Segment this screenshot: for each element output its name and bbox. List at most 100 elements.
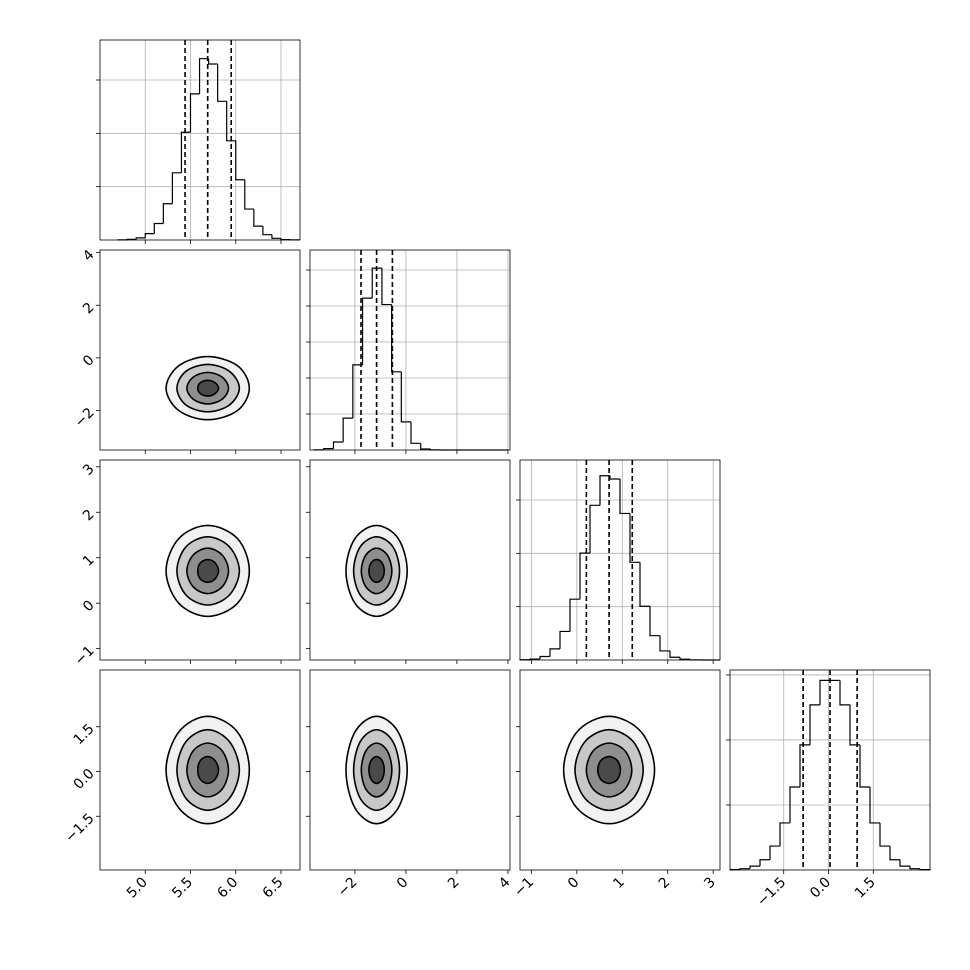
- panel-frame: [519, 669, 721, 871]
- panel: −1 0 1 2 3: [72, 459, 301, 669]
- histogram-step: [609, 475, 620, 480]
- histogram-step: [189, 93, 200, 133]
- histogram-step: [323, 448, 334, 450]
- panel-frame: [729, 669, 931, 871]
- histogram-step: [226, 101, 236, 142]
- histogram-step: [361, 297, 373, 365]
- x-tick-label: 2: [445, 874, 463, 892]
- histogram-step: [659, 635, 670, 652]
- panel-frame: [99, 249, 301, 451]
- contour: [196, 379, 220, 397]
- histogram-step: [371, 267, 382, 299]
- histogram-step: [649, 606, 660, 637]
- histogram-step: [759, 859, 770, 867]
- panel: [306, 249, 511, 454]
- contour: [368, 558, 386, 584]
- y-tick-label: 4: [80, 247, 98, 265]
- x-tick-label: 5.5: [169, 874, 196, 901]
- histogram-step: [629, 513, 640, 563]
- panel-frame: [309, 249, 511, 451]
- histogram-step: [217, 64, 227, 102]
- panel: [96, 39, 301, 244]
- histogram-step: [599, 475, 610, 506]
- histogram-step: [789, 786, 800, 823]
- histogram-step: [839, 680, 850, 706]
- histogram-step: [619, 478, 630, 515]
- histogram-step: [779, 822, 790, 847]
- histogram-step: [799, 744, 810, 788]
- contour: [368, 755, 386, 785]
- x-tick-label: 0: [394, 874, 412, 892]
- y-tick-label: −2: [72, 405, 98, 431]
- histogram-step: [135, 237, 146, 240]
- x-tick-label: −2: [335, 874, 361, 900]
- histogram-step: [381, 268, 392, 306]
- y-tick-label: 1.5: [71, 721, 98, 748]
- histogram-step: [639, 562, 650, 607]
- histogram-step: [769, 845, 780, 860]
- x-tick-label: 1: [610, 874, 628, 892]
- panel: −1 0 1 2 3: [511, 669, 721, 900]
- histogram-step: [669, 650, 680, 658]
- histogram-step: [280, 238, 291, 241]
- histogram-step: [352, 364, 363, 419]
- panel-frame: [99, 459, 301, 661]
- histogram-step: [549, 648, 560, 657]
- histogram-step: [889, 846, 900, 861]
- panel: −2 0 2 4: [72, 247, 301, 454]
- x-tick-label: 6.0: [214, 874, 241, 901]
- panel-frame: [309, 669, 511, 871]
- histogram-step: [244, 179, 254, 210]
- panel-frame: [309, 459, 511, 661]
- histogram-step: [262, 226, 272, 236]
- histogram-step: [899, 859, 910, 867]
- histogram-step: [529, 658, 540, 660]
- x-tick-label: 3: [701, 874, 719, 892]
- panel: −1.5 0.0 1.5: [726, 669, 931, 910]
- histogram-step: [180, 131, 191, 173]
- y-tick-label: 0.0: [71, 766, 98, 793]
- contour: [196, 558, 220, 584]
- histogram-step: [679, 657, 690, 660]
- y-tick-label: −1: [72, 643, 98, 669]
- contour: [596, 755, 622, 785]
- histogram-step: [198, 58, 209, 94]
- histogram-step: [859, 744, 870, 788]
- histogram-step: [579, 552, 590, 600]
- y-tick-label: 0: [80, 352, 98, 370]
- histogram-step: [162, 203, 173, 224]
- panel: [516, 459, 721, 664]
- histogram-step: [569, 598, 580, 632]
- x-tick-label: 2: [656, 874, 674, 892]
- histogram-step: [235, 140, 245, 181]
- y-tick-label: 2: [80, 300, 98, 318]
- x-tick-label: −1: [511, 874, 537, 900]
- histogram-step: [869, 787, 880, 824]
- histogram-step: [879, 822, 890, 847]
- x-tick-label: 5.0: [124, 874, 151, 901]
- x-tick-label: 6.5: [260, 874, 287, 901]
- histogram-step: [589, 504, 600, 554]
- histogram-step: [271, 234, 281, 239]
- x-tick-label: 0: [565, 874, 583, 892]
- histogram-step: [749, 865, 760, 869]
- panel: [306, 459, 511, 664]
- histogram-step: [153, 222, 164, 234]
- histogram-step: [207, 58, 218, 65]
- histogram-step: [909, 866, 920, 870]
- x-tick-label: 0.0: [807, 874, 834, 901]
- histogram-step: [332, 441, 344, 449]
- panel: 5.0 5.5 6.0 6.5 −1.5 0.0 1.5: [62, 669, 301, 901]
- histogram-step: [559, 630, 570, 649]
- x-tick-label: 1.5: [852, 874, 879, 901]
- histogram-step: [400, 371, 412, 423]
- histogram-step: [739, 868, 750, 870]
- histogram-step: [539, 655, 550, 660]
- histogram-step: [819, 679, 830, 705]
- panel-frame: [99, 39, 301, 241]
- histogram-step: [410, 421, 421, 444]
- histogram-step: [849, 704, 860, 746]
- y-tick-label: −1.5: [62, 811, 97, 846]
